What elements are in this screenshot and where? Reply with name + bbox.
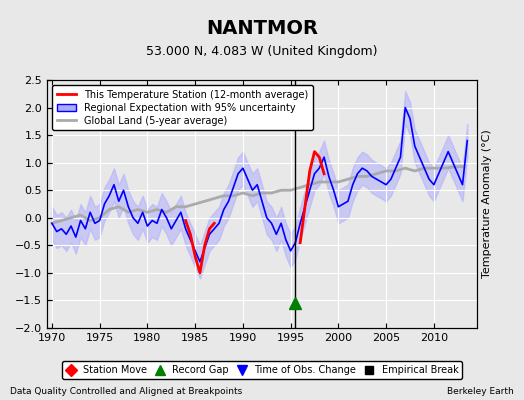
Text: NANTMOR: NANTMOR (206, 18, 318, 38)
Legend: This Temperature Station (12-month average), Regional Expectation with 95% uncer: This Temperature Station (12-month avera… (52, 85, 313, 130)
Text: Berkeley Earth: Berkeley Earth (447, 387, 514, 396)
Text: Data Quality Controlled and Aligned at Breakpoints: Data Quality Controlled and Aligned at B… (10, 387, 243, 396)
Y-axis label: Temperature Anomaly (°C): Temperature Anomaly (°C) (483, 130, 493, 278)
Text: 53.000 N, 4.083 W (United Kingdom): 53.000 N, 4.083 W (United Kingdom) (146, 46, 378, 58)
Legend: Station Move, Record Gap, Time of Obs. Change, Empirical Break: Station Move, Record Gap, Time of Obs. C… (62, 361, 462, 379)
